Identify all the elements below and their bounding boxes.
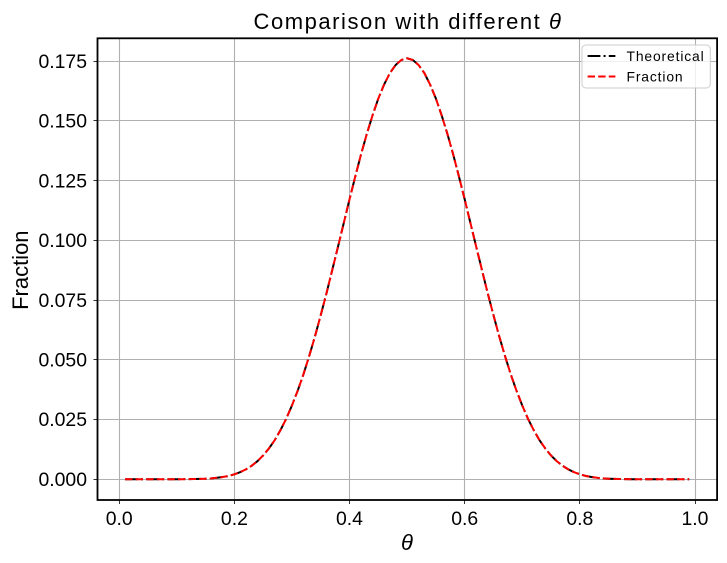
svg-text:0.125: 0.125	[38, 170, 87, 192]
svg-text:0.2: 0.2	[221, 508, 248, 530]
svg-text:0.0: 0.0	[106, 508, 133, 530]
svg-text:Comparison with different θ: Comparison with different θ	[254, 9, 563, 34]
svg-text:0.150: 0.150	[38, 111, 87, 133]
svg-text:0.6: 0.6	[451, 508, 478, 530]
svg-text:1.0: 1.0	[682, 508, 709, 530]
svg-text:0.175: 0.175	[38, 51, 87, 73]
svg-text:0.8: 0.8	[566, 508, 593, 530]
svg-text:0.050: 0.050	[38, 350, 87, 372]
svg-text:0.075: 0.075	[38, 290, 87, 312]
svg-text:0.100: 0.100	[38, 230, 87, 252]
svg-text:Fraction: Fraction	[627, 68, 684, 84]
svg-text:0.025: 0.025	[38, 409, 87, 431]
svg-text:0.000: 0.000	[38, 469, 87, 491]
svg-text:Theoretical: Theoretical	[627, 48, 705, 64]
svg-text:θ: θ	[401, 530, 413, 555]
svg-text:Fraction: Fraction	[8, 230, 33, 309]
svg-text:0.4: 0.4	[336, 508, 363, 530]
